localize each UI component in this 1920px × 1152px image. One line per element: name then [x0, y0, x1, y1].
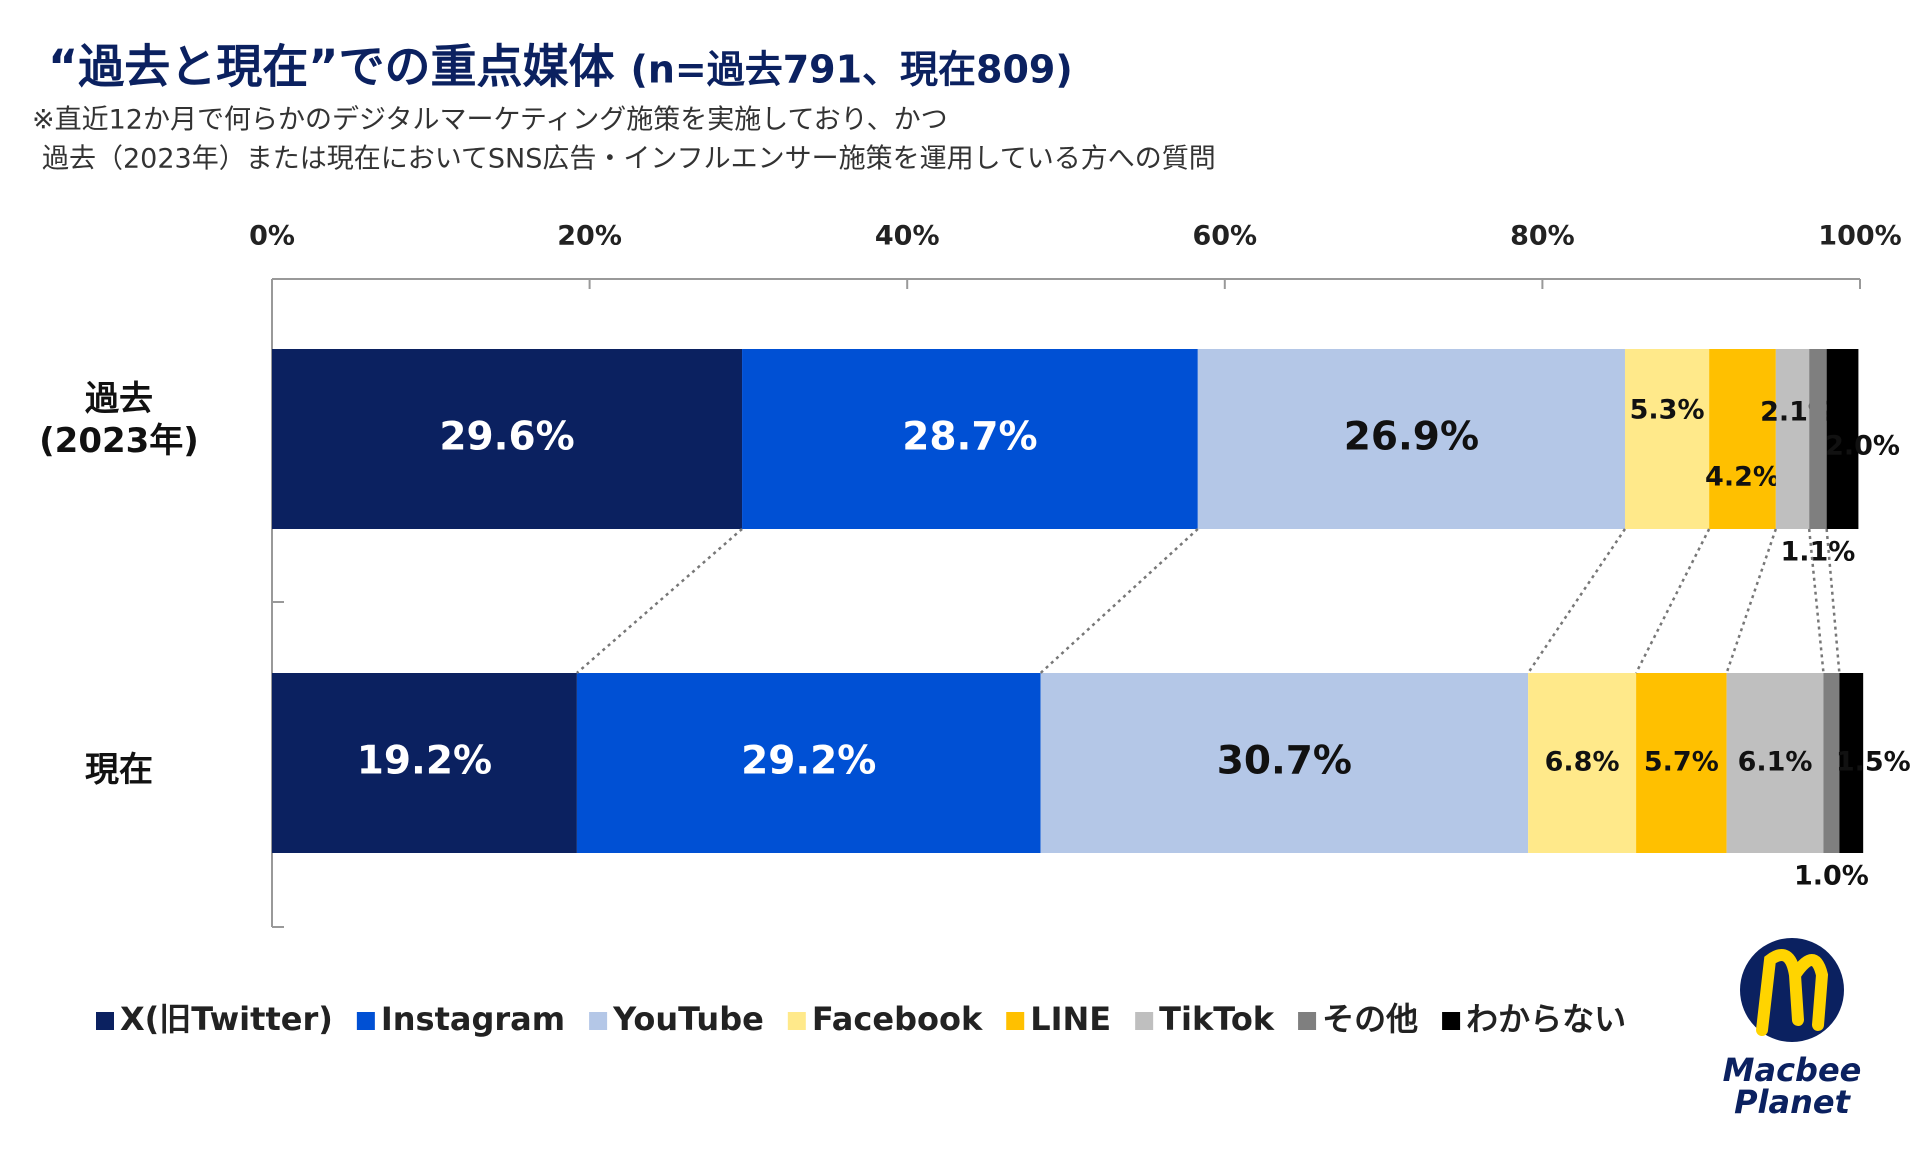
- x-tick-label: 20%: [557, 221, 622, 252]
- legend-label: わからない: [1466, 1000, 1626, 1038]
- legend-swatch: [1298, 1012, 1317, 1030]
- value-label: 29.2%: [741, 739, 876, 784]
- value-label: 5.3%: [1630, 395, 1705, 426]
- value-label: 19.2%: [357, 739, 492, 784]
- legend-label: X(旧Twitter): [120, 1000, 333, 1038]
- connector: [1825, 528, 1841, 674]
- logo-text: Planet: [1734, 1083, 1852, 1121]
- value-label: 4.2%: [1705, 462, 1780, 493]
- legend-swatch: [356, 1012, 375, 1030]
- bar-segment: [272, 673, 577, 853]
- logo-m: [1756, 949, 1829, 1036]
- legend-label: Facebook: [812, 1000, 983, 1038]
- bar-segment: [272, 349, 743, 529]
- legend-label: Instagram: [381, 1000, 565, 1038]
- value-label: 6.1%: [1738, 747, 1813, 778]
- value-label: 28.7%: [902, 415, 1037, 460]
- bar-segment: [1197, 349, 1625, 529]
- logo: Macbee Planet: [1723, 938, 1862, 1121]
- x-tick-label: 40%: [875, 221, 940, 252]
- bar-segment: [1726, 673, 1824, 853]
- legend-swatch: [96, 1012, 114, 1030]
- legend-swatch: [1442, 1012, 1461, 1030]
- bar-segment: [1826, 349, 1859, 529]
- x-tick-label: 80%: [1510, 221, 1575, 252]
- value-label: 26.9%: [1344, 415, 1479, 460]
- connector: [1725, 528, 1778, 674]
- legend-swatch: [589, 1012, 608, 1030]
- connector: [1527, 528, 1627, 674]
- bar-segment: [1823, 673, 1840, 853]
- value-label: 1.5%: [1836, 747, 1911, 778]
- legend-swatch: [1135, 1012, 1154, 1030]
- sample-note: (n=過去791、現在809): [630, 48, 1072, 92]
- bar-segment: [576, 673, 1041, 853]
- note: 過去（2023年）または現在においてSNS広告・インフルエンサー施策を運用してい…: [42, 144, 1216, 175]
- value-label: 30.7%: [1217, 739, 1352, 784]
- value-label: 6.8%: [1545, 747, 1620, 778]
- value-label: 29.6%: [439, 415, 574, 460]
- value-label: 1.1%: [1780, 537, 1855, 568]
- legend-label: その他: [1322, 1000, 1418, 1038]
- connector: [1634, 528, 1711, 674]
- x-tick-label: 100%: [1818, 221, 1901, 252]
- legend-label: TikTok: [1159, 1000, 1275, 1038]
- bar-segment: [1809, 349, 1827, 529]
- bar-segment: [1839, 673, 1864, 853]
- bar-segment: [1528, 673, 1637, 853]
- connector: [576, 528, 743, 674]
- chart-title: “過去と現在”での重点媒体: [48, 40, 614, 94]
- bar-segment: [1624, 349, 1710, 529]
- logo-text: Macbee: [1723, 1051, 1862, 1089]
- value-label: 1.0%: [1794, 861, 1869, 892]
- legend-swatch: [787, 1012, 806, 1030]
- bar-segment: [1040, 673, 1529, 853]
- connector: [1807, 528, 1825, 674]
- legend-label: LINE: [1030, 1000, 1111, 1038]
- value-label: 5.7%: [1644, 747, 1719, 778]
- connector: [1039, 528, 1199, 674]
- bar-segment: [742, 349, 1198, 529]
- note: ※直近12か月で何らかのデジタルマーケティング施策を実施しており、かつ: [32, 105, 948, 136]
- x-tick-label: 0%: [249, 221, 295, 252]
- bar-segment: [1636, 673, 1727, 853]
- legend-label: YouTube: [612, 1000, 764, 1038]
- legend-swatch: [1006, 1012, 1025, 1030]
- category-label: 現在: [85, 750, 153, 790]
- category-label: 過去 (2023年): [39, 379, 199, 461]
- x-tick-label: 60%: [1192, 221, 1257, 252]
- bar-segment: [1709, 349, 1776, 529]
- bar-segment: [1775, 349, 1810, 529]
- value-label: 2.0%: [1825, 431, 1900, 462]
